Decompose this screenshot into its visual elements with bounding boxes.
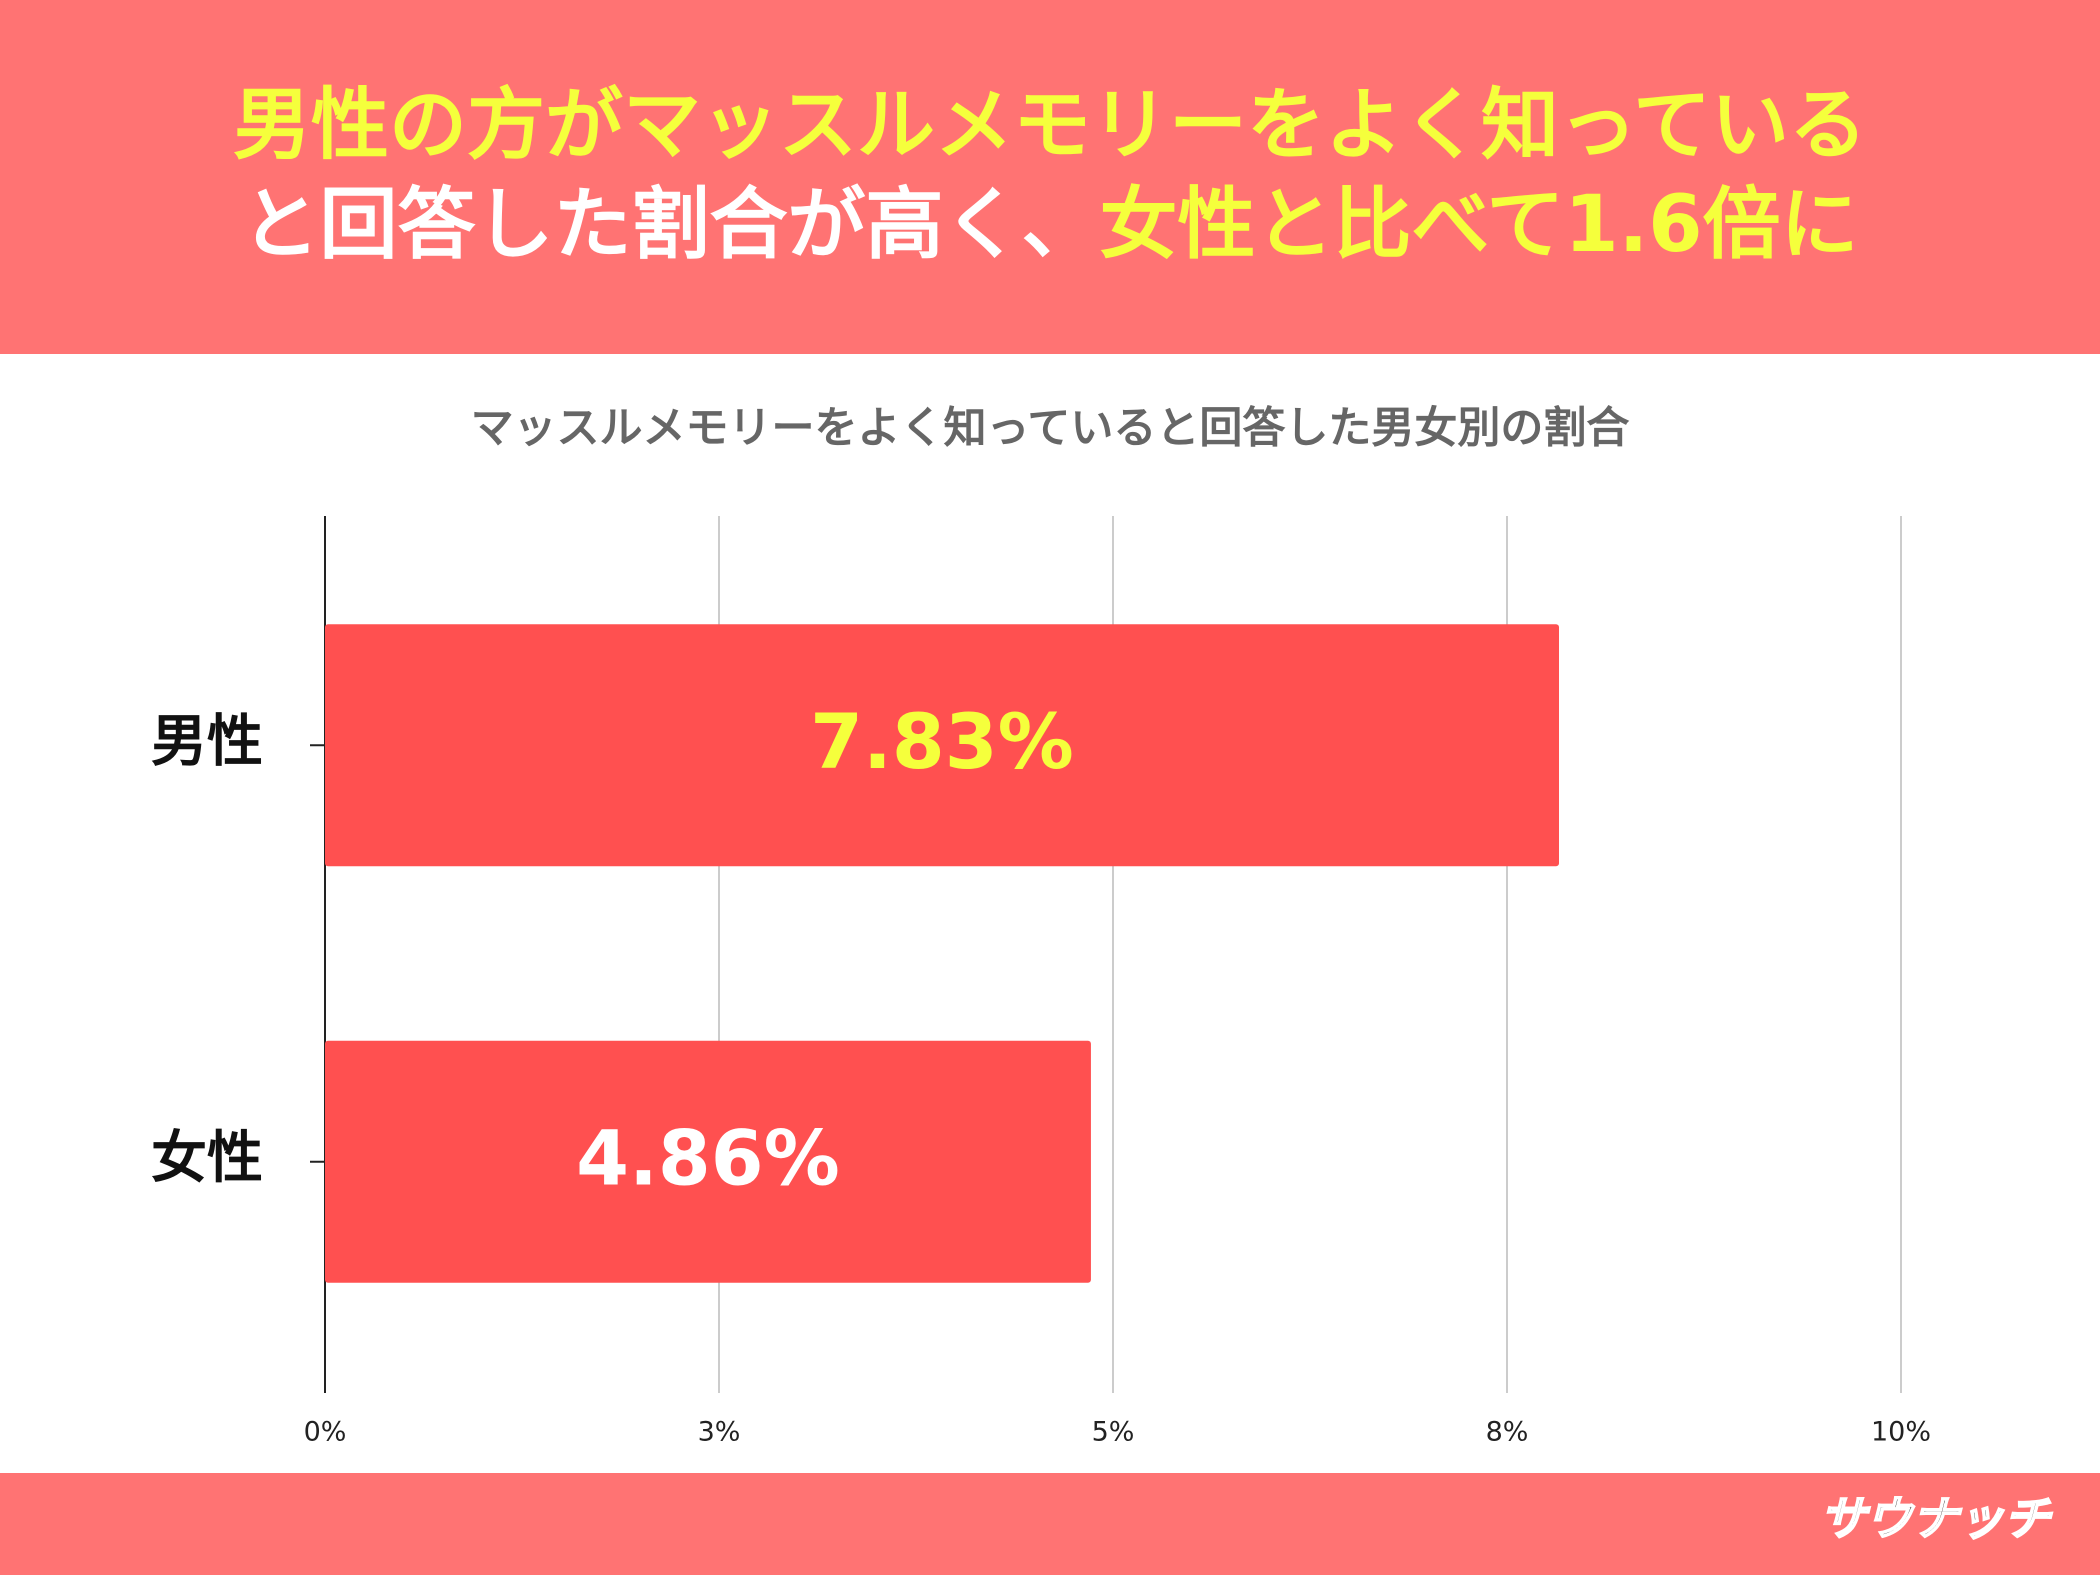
headline-line: 男性の方がマッスルメモリーをよく知っている <box>233 80 1867 170</box>
headline-part: 女性と比べて1.6倍に <box>1099 180 1858 270</box>
value-label: 7.83% <box>810 697 1074 786</box>
logo: サウナッチ <box>1820 1492 2053 1546</box>
x-tick-label: 8% <box>1486 1417 1529 1448</box>
y-tick-label: 女性 <box>151 1126 263 1191</box>
footer-band <box>0 1473 2100 1575</box>
x-tick-label: 5% <box>1092 1417 1135 1448</box>
x-tick-label: 0% <box>304 1417 347 1448</box>
x-tick-label: 10% <box>1871 1417 1931 1448</box>
headline-part: と回答した割合が高く、 <box>241 180 1099 270</box>
x-tick-label: 3% <box>698 1417 741 1448</box>
value-label: 4.86% <box>576 1114 840 1203</box>
header-band <box>0 0 2100 354</box>
bar <box>325 624 1560 867</box>
headline-line: と回答した割合が高く、女性と比べて1.6倍に <box>241 180 1858 270</box>
bar <box>325 1040 1091 1283</box>
chart-title: マッスルメモリーをよく知っていると回答した男女別の割合 <box>471 404 1630 454</box>
y-tick-label: 男性 <box>151 709 263 774</box>
